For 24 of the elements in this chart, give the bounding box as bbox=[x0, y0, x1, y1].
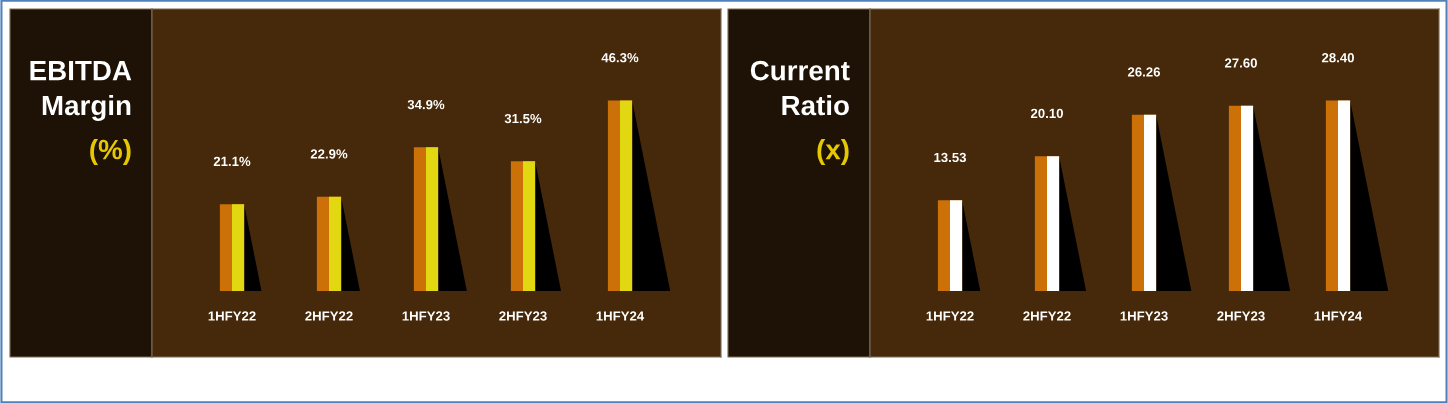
data-label: 20.10 bbox=[1030, 108, 1063, 119]
data-label: 46.3% bbox=[601, 52, 639, 63]
x-tick-label: 2HFY22 bbox=[1023, 311, 1071, 321]
x-tick-label: 2HFY23 bbox=[1217, 311, 1265, 321]
x-tick-label: 2HFY22 bbox=[305, 311, 353, 321]
chart-title: Current Ratio bbox=[750, 60, 850, 116]
data-label: 31.5% bbox=[504, 113, 542, 124]
data-label: 22.9% bbox=[310, 149, 348, 159]
text: (x) bbox=[817, 139, 849, 165]
data-label: 21.1% bbox=[213, 156, 251, 167]
x-tick-label: 1HFY24 bbox=[596, 311, 645, 321]
x-tick-label: 1HFY22 bbox=[208, 311, 256, 321]
chart-title: EBITDA Margin bbox=[30, 61, 132, 121]
text: (%) bbox=[90, 139, 131, 165]
data-label: 34.9% bbox=[407, 99, 445, 110]
data-label: 13.53 bbox=[934, 152, 967, 163]
x-tick-label: 1HFY24 bbox=[1314, 311, 1363, 321]
data-label: 28.40 bbox=[1321, 52, 1354, 63]
x-tick-label: 2HFY23 bbox=[499, 311, 547, 321]
x-tick-label: 1HFY23 bbox=[1120, 311, 1168, 321]
data-label: 27.60 bbox=[1224, 58, 1257, 68]
x-tick-label: 1HFY22 bbox=[926, 311, 974, 321]
data-label: 26.26 bbox=[1127, 67, 1161, 77]
x-tick-label: 1HFY23 bbox=[402, 311, 450, 321]
